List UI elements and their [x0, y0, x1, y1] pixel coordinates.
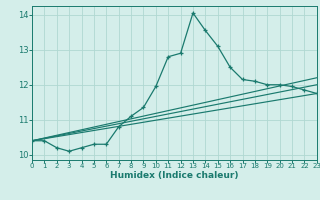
X-axis label: Humidex (Indice chaleur): Humidex (Indice chaleur)	[110, 171, 239, 180]
